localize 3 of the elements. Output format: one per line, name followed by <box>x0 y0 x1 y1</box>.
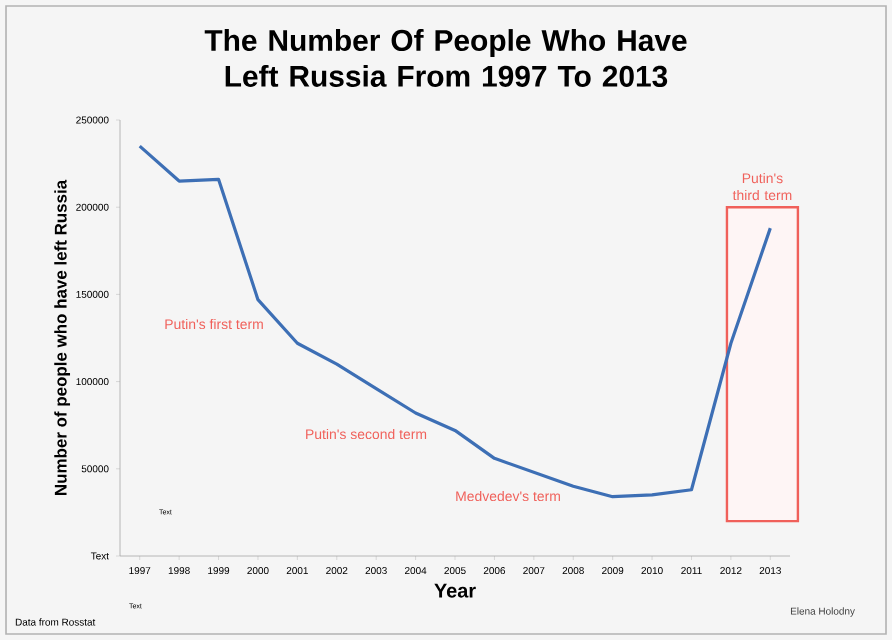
y-axis-title: Number of people who have left Russia <box>54 179 71 495</box>
x-axis-title: Year <box>434 583 476 598</box>
chart-title: The Number Of People Who Have Left Russia From 1997 To 2013 <box>204 29 687 87</box>
